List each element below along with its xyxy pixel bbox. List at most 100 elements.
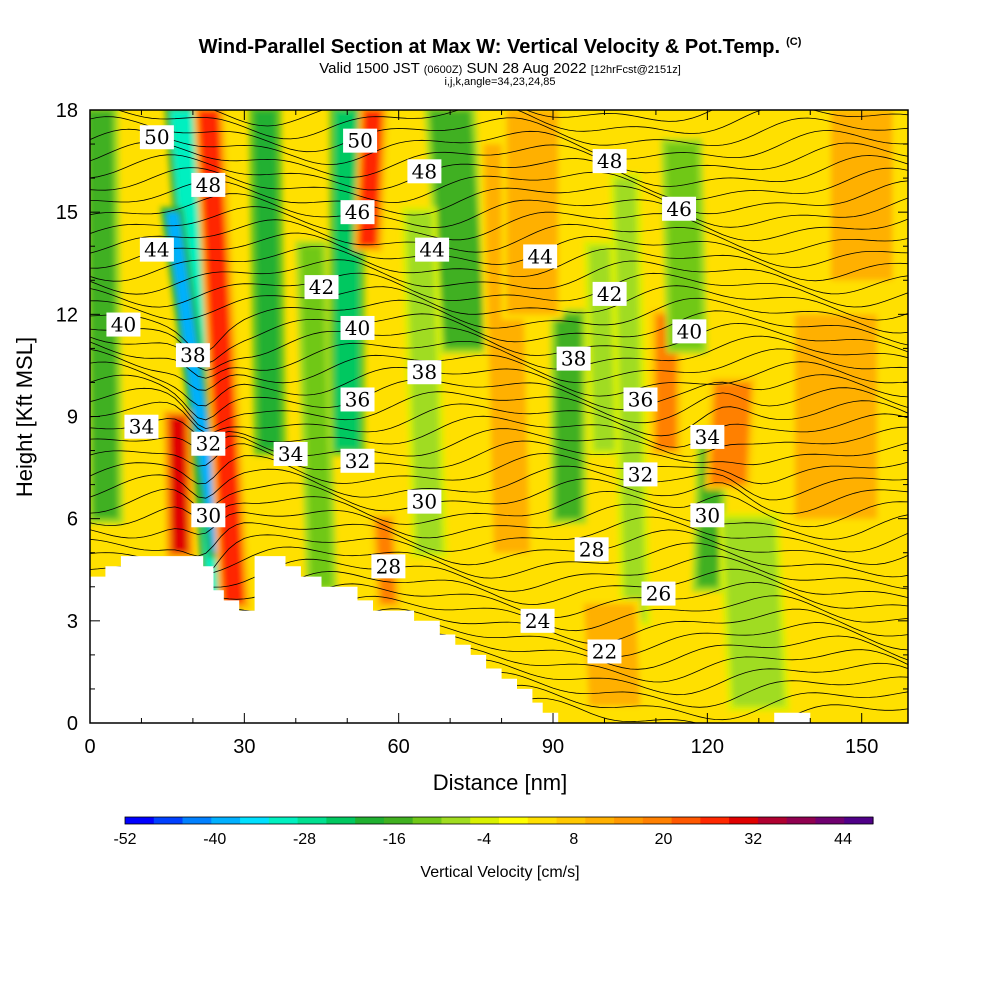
theta-contour-line bbox=[90, 465, 908, 501]
theta-label-bg bbox=[139, 237, 174, 262]
theta-label-text: 46 bbox=[345, 200, 370, 224]
theta-contour-line bbox=[90, 413, 908, 448]
theta-label-text: 46 bbox=[666, 197, 691, 221]
terrain-bump bbox=[774, 712, 811, 723]
colorbar-swatch bbox=[211, 817, 241, 824]
theta-contour-line bbox=[90, 400, 908, 437]
theta-label: 40 bbox=[672, 319, 707, 344]
theta-label: 30 bbox=[191, 503, 226, 528]
theta-label-bg bbox=[587, 639, 622, 664]
theta-label-text: 30 bbox=[196, 503, 221, 527]
theta-label-bg bbox=[106, 312, 141, 337]
theta-label-bg bbox=[273, 441, 308, 466]
y-tick-label: 12 bbox=[56, 304, 78, 326]
theta-label-bg bbox=[623, 387, 658, 412]
theta-label-bg bbox=[124, 414, 159, 439]
colorbar-tick-label: 20 bbox=[655, 831, 673, 848]
colorbar-swatch bbox=[614, 817, 644, 824]
theta-label-bg bbox=[407, 360, 442, 385]
theta-label: 42 bbox=[592, 281, 627, 306]
theta-contour-line bbox=[90, 335, 908, 379]
terrain-mask bbox=[90, 556, 559, 723]
theta-label-text: 34 bbox=[129, 415, 154, 439]
y-tick-label: 18 bbox=[56, 100, 78, 122]
x-tick-label: 120 bbox=[691, 736, 724, 758]
theta-label-bg bbox=[592, 281, 627, 306]
colorbar-tick-label: -4 bbox=[477, 831, 491, 848]
theta-label-text: 42 bbox=[597, 282, 622, 306]
theta-label-bg bbox=[139, 125, 174, 150]
theta-label: 46 bbox=[340, 200, 375, 225]
x-tick-label: 150 bbox=[845, 736, 878, 758]
theta-label-bg bbox=[574, 537, 609, 562]
theta-label-text: 34 bbox=[695, 425, 720, 449]
theta-label-bg bbox=[641, 581, 676, 606]
theta-label-text: 32 bbox=[345, 449, 370, 473]
theta-contour-line bbox=[116, 110, 908, 140]
theta-contour-line bbox=[90, 141, 908, 178]
theta-label: 32 bbox=[623, 462, 658, 487]
theta-label-bg bbox=[191, 431, 226, 456]
theta-label-bg bbox=[523, 244, 558, 269]
theta-label: 44 bbox=[415, 237, 450, 262]
theta-contour-line bbox=[90, 490, 908, 528]
theta-contour-line bbox=[90, 568, 908, 605]
theta-label-bg bbox=[592, 149, 627, 174]
w-feature-core bbox=[555, 314, 582, 519]
theta-label-bg bbox=[340, 200, 375, 225]
theta-label-bg bbox=[520, 608, 555, 633]
colorbar-tick-label: 32 bbox=[744, 831, 762, 848]
theta-label-text: 30 bbox=[412, 490, 437, 514]
theta-label-text: 36 bbox=[345, 387, 370, 411]
theta-label-text: 40 bbox=[677, 319, 702, 343]
theta-label: 48 bbox=[191, 172, 226, 197]
theta-contour-line bbox=[90, 167, 908, 204]
theta-label-text: 40 bbox=[111, 313, 136, 337]
w-feature-core bbox=[166, 212, 225, 553]
x-axis-label: Distance [nm] bbox=[433, 770, 568, 795]
valid-time: Valid 1500 JST bbox=[319, 60, 420, 77]
theta-contour-line bbox=[90, 297, 908, 353]
theta-label: 48 bbox=[407, 159, 442, 184]
w-feature-core bbox=[169, 416, 189, 553]
theta-label-text: 38 bbox=[180, 343, 205, 367]
theta-label-text: 36 bbox=[628, 387, 653, 411]
colorbar-swatch bbox=[556, 817, 586, 824]
theta-contour-line bbox=[90, 426, 908, 457]
theta-label: 38 bbox=[407, 360, 442, 385]
colorbar-swatch bbox=[153, 817, 184, 824]
theta-contour-line bbox=[90, 246, 908, 282]
chart-subtitle: Valid 1500 JST (0600Z) SUN 28 Aug 2022 [… bbox=[0, 60, 1000, 77]
theta-label: 40 bbox=[340, 315, 375, 340]
theta-label: 44 bbox=[523, 244, 558, 269]
x-tick-label: 30 bbox=[233, 736, 255, 758]
theta-label-text: 28 bbox=[376, 554, 401, 578]
theta-label-text: 32 bbox=[196, 432, 221, 456]
valid-utc: (0600Z) bbox=[423, 64, 463, 76]
theta-contour-labels: 50 50 48 48 48 46 46 44 44 44 42 42 40 40 40 38 38 38 36 36… bbox=[106, 125, 725, 664]
theta-label-bg bbox=[371, 554, 406, 579]
colorbar-swatch bbox=[326, 817, 356, 824]
theta-label: 50 bbox=[343, 128, 378, 153]
theta-label-text: 38 bbox=[561, 347, 586, 371]
theta-label-bg bbox=[415, 237, 450, 262]
theta-label: 30 bbox=[407, 489, 442, 514]
colorbar-swatch bbox=[527, 817, 558, 824]
chart-title-text: Wind-Parallel Section at Max W: Vertical… bbox=[198, 36, 781, 58]
colorbar-title: Vertical Velocity [cm/s] bbox=[420, 864, 580, 881]
w-feature-core bbox=[429, 110, 487, 349]
theta-label: 32 bbox=[191, 431, 226, 456]
theta-label: 34 bbox=[690, 424, 725, 449]
theta-contour-line bbox=[90, 440, 908, 471]
colorbar-swatch bbox=[355, 817, 385, 824]
theta-contour-line bbox=[90, 387, 908, 430]
terrain bbox=[90, 556, 811, 723]
y-axis-label: Height [Kft MSL] bbox=[12, 337, 37, 497]
theta-contour-line bbox=[90, 310, 908, 365]
theta-label-text: 44 bbox=[419, 238, 444, 262]
theta-contour-line bbox=[90, 116, 908, 153]
theta-label-bg bbox=[556, 346, 591, 371]
colorbar-tick-label: -16 bbox=[383, 831, 406, 848]
theta-label-bg bbox=[407, 489, 442, 514]
theta-label-text: 32 bbox=[628, 462, 653, 486]
